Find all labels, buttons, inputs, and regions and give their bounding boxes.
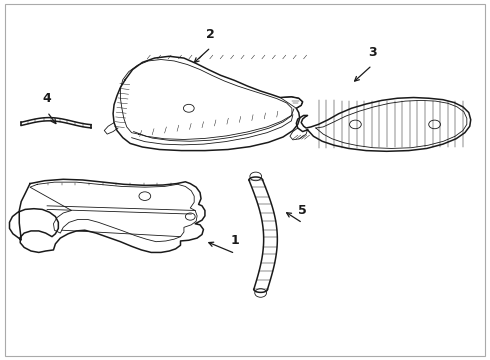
Text: 5: 5 (298, 203, 307, 217)
Text: 2: 2 (206, 28, 215, 41)
Text: 3: 3 (368, 46, 376, 59)
Text: 4: 4 (43, 93, 51, 105)
Text: 1: 1 (231, 234, 240, 247)
